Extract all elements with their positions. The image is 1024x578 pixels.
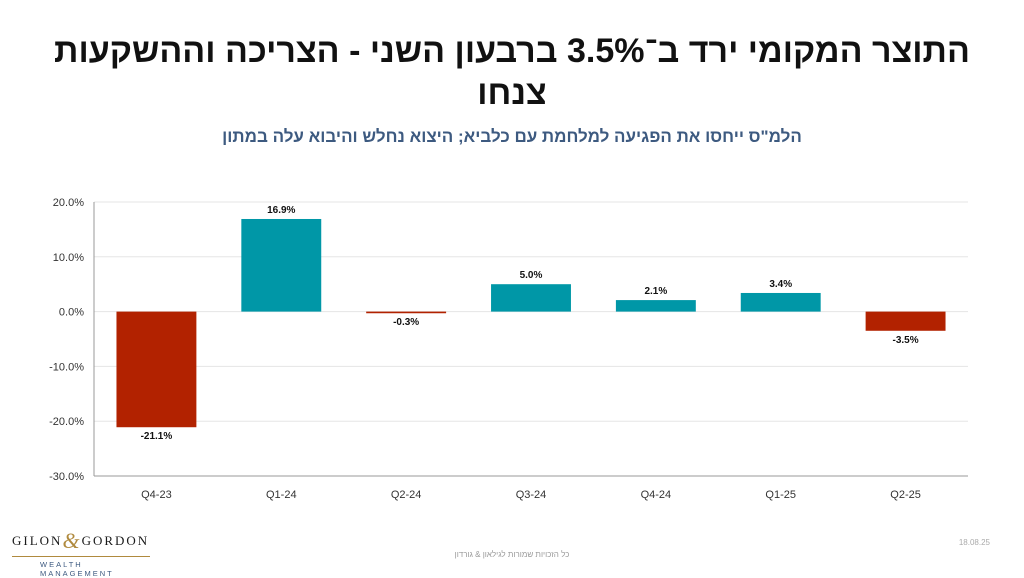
data-label: 16.9% xyxy=(267,205,295,216)
bar xyxy=(865,311,946,331)
x-tick-label: Q1-25 xyxy=(765,489,796,501)
x-tick-label: Q2-24 xyxy=(391,489,422,501)
data-label: 2.1% xyxy=(644,286,667,297)
logo-divider xyxy=(12,556,150,557)
data-label: 3.4% xyxy=(769,279,792,290)
y-tick-label: 0.0% xyxy=(59,307,84,319)
bar xyxy=(241,218,322,312)
y-tick-label: -20.0% xyxy=(49,416,84,428)
logo-right-word: GORDON xyxy=(81,533,150,548)
x-tick-label: Q2-25 xyxy=(890,489,921,501)
bar xyxy=(491,284,571,312)
x-tick-label: Q4-24 xyxy=(641,489,672,501)
footer-date: 18.08.25 xyxy=(958,538,990,547)
data-label: -21.1% xyxy=(141,431,173,442)
x-tick-label: Q3-24 xyxy=(516,489,547,501)
x-tick-label: Q4-23 xyxy=(141,489,172,501)
page-title: התוצר המקומי ירד ב־3.5% ברבעון השני - הצ… xyxy=(54,32,970,112)
bar xyxy=(116,311,197,428)
y-tick-label: -30.0% xyxy=(49,471,84,483)
logo-left-word: GILON xyxy=(12,533,63,548)
y-tick-label: 20.0% xyxy=(53,197,84,209)
logo-subtitle: WEALTH MANAGEMENT xyxy=(40,560,114,578)
y-tick-label: 10.0% xyxy=(53,252,84,264)
y-tick-label: -10.0% xyxy=(49,361,84,373)
page-subtitle: הלמ"ס ייחסו את הפגיעה למלחמת עם כלביא; ה… xyxy=(222,127,802,146)
data-label: -3.5% xyxy=(893,335,919,346)
company-logo: GILON&GORDON WEALTH MANAGEMENT xyxy=(12,528,152,578)
data-label: -0.3% xyxy=(393,317,419,328)
bar xyxy=(740,292,821,312)
x-tick-label: Q1-24 xyxy=(266,489,297,501)
bar xyxy=(366,311,447,314)
logo-ampersand: & xyxy=(62,528,82,553)
copyright-note: כל הזכויות שמורות לגילאון & גורדון xyxy=(454,550,570,559)
bar xyxy=(615,300,696,312)
data-label: 5.0% xyxy=(520,270,543,281)
